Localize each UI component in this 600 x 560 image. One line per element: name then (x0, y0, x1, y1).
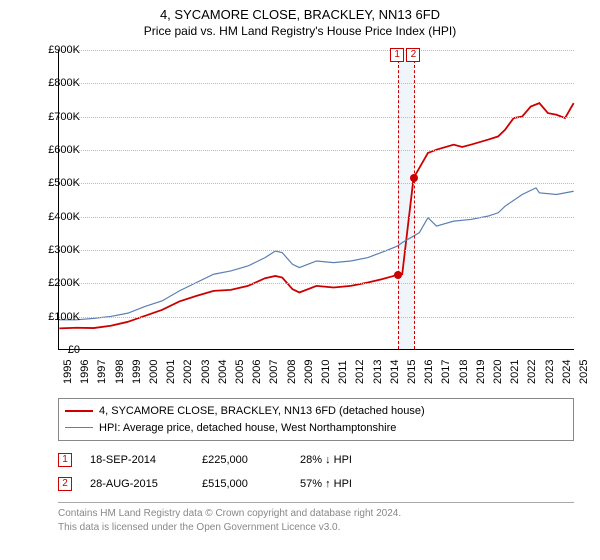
x-axis-label: 2018 (458, 360, 470, 384)
x-axis-label: 2023 (544, 360, 556, 384)
gridline (59, 217, 574, 218)
x-axis-label: 2024 (561, 360, 573, 384)
x-axis-label: 1995 (62, 360, 74, 384)
legend-item: 4, SYCAMORE CLOSE, BRACKLEY, NN13 6FD (d… (65, 403, 567, 420)
tx-note: 57% ↑ HPI (300, 478, 352, 490)
x-axis-label: 2002 (182, 360, 194, 384)
legend-text: 4, SYCAMORE CLOSE, BRACKLEY, NN13 6FD (d… (99, 403, 425, 420)
x-axis-label: 2009 (303, 360, 315, 384)
x-axis-label: 1999 (131, 360, 143, 384)
x-axis-label: 1997 (96, 360, 108, 384)
y-axis-label: £600K (30, 144, 80, 156)
gridline (59, 83, 574, 84)
legend-item: HPI: Average price, detached house, West… (65, 420, 567, 437)
tx-price: £515,000 (202, 478, 282, 490)
tx-date: 28-AUG-2015 (90, 478, 184, 490)
x-axis-label: 2005 (234, 360, 246, 384)
x-axis-label: 2012 (354, 360, 366, 384)
x-axis-label: 2001 (165, 360, 177, 384)
tx-price: £225,000 (202, 454, 282, 466)
x-axis-label: 2025 (578, 360, 590, 384)
event-marker-box: 2 (406, 48, 420, 62)
chart-subtitle: Price paid vs. HM Land Registry's House … (0, 24, 600, 40)
tx-marker-box: 1 (58, 453, 72, 467)
gridline (59, 250, 574, 251)
gridline (59, 50, 574, 51)
x-axis-label: 2016 (423, 360, 435, 384)
event-vline (414, 50, 415, 349)
legend-box: 4, SYCAMORE CLOSE, BRACKLEY, NN13 6FD (d… (58, 398, 574, 441)
legend-swatch (65, 410, 93, 412)
gridline (59, 150, 574, 151)
x-axis-label: 2010 (320, 360, 332, 384)
table-row: 1 18-SEP-2014 £225,000 28% ↓ HPI (58, 448, 574, 472)
x-axis-label: 2015 (406, 360, 418, 384)
event-vline (398, 50, 399, 349)
data-point-dot (410, 174, 418, 182)
data-point-dot (394, 271, 402, 279)
x-axis-label: 2000 (148, 360, 160, 384)
x-axis-label: 2003 (200, 360, 212, 384)
x-axis-label: 1998 (114, 360, 126, 384)
x-axis-label: 2004 (217, 360, 229, 384)
tx-marker-box: 2 (58, 477, 72, 491)
y-axis-label: £0 (30, 344, 80, 356)
x-axis-label: 2021 (509, 360, 521, 384)
event-marker-box: 1 (390, 48, 404, 62)
y-axis-label: £400K (30, 211, 80, 223)
y-axis-label: £100K (30, 311, 80, 323)
x-axis-label: 2006 (251, 360, 263, 384)
table-row: 2 28-AUG-2015 £515,000 57% ↑ HPI (58, 472, 574, 496)
y-axis-label: £700K (30, 111, 80, 123)
x-axis-label: 2014 (389, 360, 401, 384)
footer-line: Contains HM Land Registry data © Crown c… (58, 507, 574, 521)
gridline (59, 283, 574, 284)
chart-title: 4, SYCAMORE CLOSE, BRACKLEY, NN13 6FD (0, 0, 600, 24)
x-axis-label: 2007 (268, 360, 280, 384)
x-axis-label: 2008 (286, 360, 298, 384)
chart-svg (59, 50, 574, 349)
tx-date: 18-SEP-2014 (90, 454, 184, 466)
x-axis-label: 2013 (372, 360, 384, 384)
x-axis-label: 2022 (526, 360, 538, 384)
y-axis-label: £900K (30, 44, 80, 56)
legend-text: HPI: Average price, detached house, West… (99, 420, 396, 437)
x-axis-label: 1996 (79, 360, 91, 384)
transactions-table: 1 18-SEP-2014 £225,000 28% ↓ HPI 2 28-AU… (58, 448, 574, 496)
series-hpi (59, 188, 573, 320)
x-axis-label: 2011 (337, 360, 349, 384)
footer-line: This data is licensed under the Open Gov… (58, 521, 574, 535)
x-axis-label: 2020 (492, 360, 504, 384)
gridline (59, 183, 574, 184)
y-axis-label: £800K (30, 77, 80, 89)
y-axis-label: £300K (30, 244, 80, 256)
x-axis-labels: 1995 1996 1997 1998 1999 2000 2001 2002 2003 2004… (58, 352, 574, 392)
chart-plot-area (58, 50, 574, 350)
x-axis-label: 2019 (475, 360, 487, 384)
tx-note: 28% ↓ HPI (300, 454, 352, 466)
gridline (59, 317, 574, 318)
y-axis-label: £500K (30, 177, 80, 189)
legend-swatch (65, 427, 93, 428)
y-axis-label: £200K (30, 277, 80, 289)
gridline (59, 117, 574, 118)
x-axis-label: 2017 (440, 360, 452, 384)
footer-attribution: Contains HM Land Registry data © Crown c… (58, 502, 574, 534)
